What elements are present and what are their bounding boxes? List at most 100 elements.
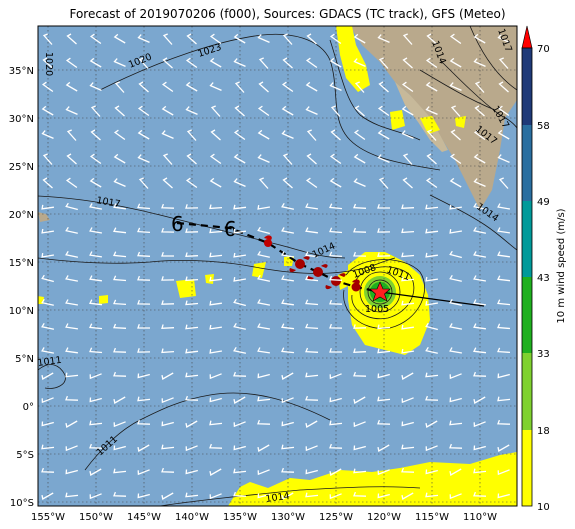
wind-barb	[281, 372, 294, 381]
wind-barb	[185, 81, 198, 92]
wind-barb	[113, 153, 126, 164]
wind-barb	[66, 129, 77, 141]
wind-barb	[281, 467, 295, 473]
wind-barb	[89, 397, 102, 403]
wind-barb	[353, 445, 366, 451]
wind-barb	[138, 81, 149, 93]
wind-barb	[41, 228, 54, 234]
wind-barb	[185, 324, 199, 330]
wind-barb	[185, 276, 199, 282]
wind-barb	[473, 445, 486, 451]
wind-barb	[113, 275, 127, 282]
wind-barb	[113, 396, 126, 405]
isobar-label: 1005	[365, 304, 389, 315]
colorbar-tick: 70	[537, 44, 550, 55]
wind-barb	[209, 324, 222, 330]
wind-barb	[209, 177, 222, 188]
wind-barb	[353, 348, 367, 353]
lon-tick-label: 135°W	[223, 512, 257, 523]
isobar-label: 1017	[95, 195, 121, 210]
wind-barb	[401, 397, 414, 404]
wind-barb	[113, 371, 127, 377]
wind-barb	[89, 203, 103, 210]
wind-barb	[449, 82, 462, 91]
wind-barb	[497, 419, 511, 425]
wind-barb	[425, 469, 438, 475]
wind-barb	[113, 491, 127, 497]
wind-barb	[161, 276, 175, 281]
colorbar-tick: 33	[537, 349, 550, 360]
wind-barb	[353, 421, 366, 428]
wind-barb	[329, 373, 342, 380]
wind-barb	[41, 372, 54, 381]
wind-barb	[281, 81, 294, 93]
wind-barb	[89, 299, 103, 306]
wind-barb	[329, 57, 342, 68]
wind-barb	[305, 372, 319, 378]
wind-barb	[377, 324, 391, 330]
wind-barb	[449, 274, 462, 282]
wind-barb	[329, 299, 343, 305]
wind-barb	[425, 57, 438, 69]
wind-barb	[185, 395, 199, 401]
wind-barb	[233, 445, 246, 451]
svg-text:6: 6	[171, 212, 184, 236]
lat-tick-label: 25°N	[9, 162, 34, 173]
wind-barb	[89, 493, 102, 500]
wind-barb	[353, 251, 367, 257]
lon-tick-label: 150°W	[79, 512, 113, 523]
wind-barb	[185, 57, 198, 69]
wind-barb	[377, 129, 390, 140]
wind-barb	[234, 81, 245, 93]
wind-barb	[161, 348, 175, 354]
wind-barb	[161, 421, 174, 427]
wind-barb	[353, 371, 367, 377]
wind-barb	[185, 228, 199, 233]
isobar-label: 1014	[265, 491, 290, 505]
wind-barb	[161, 203, 175, 209]
lat-tick-label: 5°N	[15, 354, 34, 365]
wind-barb	[401, 492, 414, 501]
wind-barb	[497, 469, 510, 476]
wind-barb	[353, 178, 366, 187]
wind-barb	[137, 154, 150, 163]
wind-barb	[209, 204, 223, 210]
wind-barb	[209, 57, 222, 68]
wind-barb	[90, 105, 101, 117]
wind-barb	[257, 34, 270, 43]
wind-barb	[353, 33, 366, 44]
wind-barb	[162, 57, 173, 69]
wind-barb	[329, 33, 342, 45]
wind-barb	[353, 324, 367, 329]
wind-barb	[305, 251, 319, 258]
wind-barb	[425, 420, 438, 429]
lon-tick-label: 110°W	[463, 512, 497, 523]
wind-barb	[425, 395, 439, 401]
wind-barb	[233, 468, 247, 474]
wind-barb	[449, 347, 463, 354]
wind-barb	[426, 129, 437, 141]
storm-symbols: 6 6	[171, 212, 361, 292]
lat-tick-label: 10°N	[9, 306, 34, 317]
wind-barb	[113, 251, 127, 258]
wind-barb	[377, 252, 391, 257]
colorbar-label: 10 m wind speed (m/s)	[556, 208, 567, 323]
wind-barb	[137, 203, 151, 210]
wind-barb	[42, 33, 53, 45]
wind-barb	[353, 396, 366, 405]
wind-barb	[89, 82, 102, 91]
colorbar-segment	[522, 277, 532, 353]
wind-barb	[425, 445, 438, 452]
wind-barb	[137, 396, 151, 402]
wind-barb	[425, 372, 439, 378]
wind-barb	[473, 33, 486, 44]
longitude-labels: 155°W 150°W 145°W 140°W 135°W 130°W 125°…	[31, 512, 497, 523]
wind-barb	[233, 33, 246, 44]
wind-barb	[305, 420, 318, 429]
wind-barb	[473, 299, 486, 306]
wind-barb	[137, 323, 150, 329]
wind-barb	[41, 253, 55, 258]
wind-barb	[474, 81, 485, 93]
wind-barb	[65, 177, 78, 189]
lat-tick-label: 5°S	[16, 450, 34, 461]
